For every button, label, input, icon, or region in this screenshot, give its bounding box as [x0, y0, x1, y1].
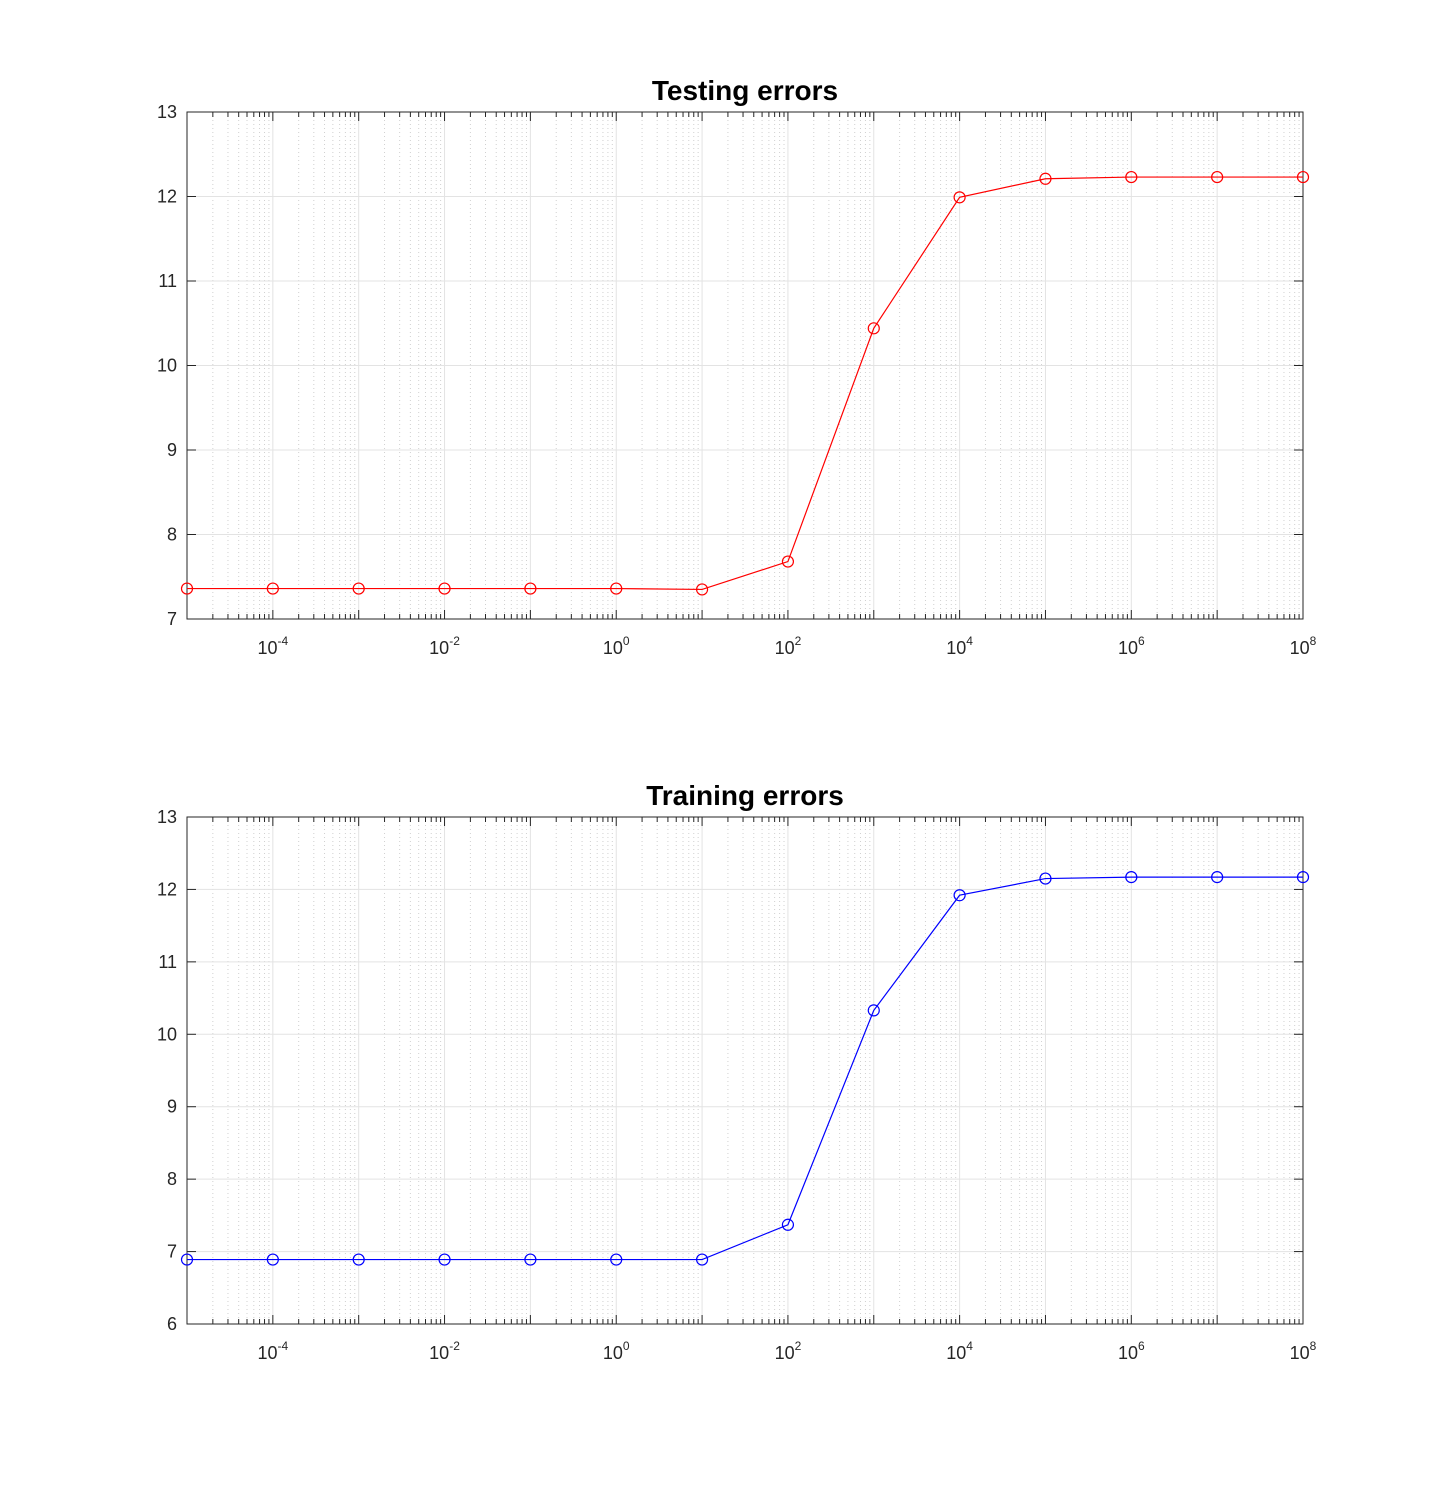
testing-data-point — [867, 322, 880, 335]
testing-data-point — [266, 582, 279, 595]
training-x-tick-label: 104 — [946, 1339, 973, 1363]
testing-data-point — [1211, 170, 1224, 184]
testing-y-tick-label: 12 — [157, 187, 177, 207]
testing-data-point — [352, 582, 365, 595]
training-x-axis: 10-4 10-2 100 102 104 106 108 — [186, 817, 1317, 1363]
testing-data-point — [1296, 170, 1310, 184]
training-data-point — [867, 1004, 880, 1017]
training-data-point — [1296, 871, 1310, 884]
training-y-tick-label: 7 — [167, 1242, 177, 1262]
testing-data-point — [1125, 170, 1138, 184]
testing-axes-box — [186, 111, 1304, 620]
training-data-point — [524, 1253, 537, 1266]
testing-data-point — [1039, 172, 1052, 185]
testing-y-tick-label: 13 — [157, 102, 177, 122]
training-data-point — [610, 1253, 623, 1266]
testing-x-tick-label: 100 — [603, 634, 630, 658]
testing-data-point — [438, 582, 451, 595]
training-y-tick-label: 10 — [157, 1024, 177, 1044]
training-data-point — [266, 1253, 279, 1266]
testing-x-tick-label: 108 — [1290, 634, 1317, 658]
testing-x-tick-label: 10-2 — [429, 634, 460, 658]
testing-x-tick-label: 104 — [946, 634, 973, 658]
training-y-tick-label: 12 — [157, 879, 177, 899]
training-data-point — [953, 889, 966, 902]
training-series — [180, 871, 1310, 1266]
training-data-point — [180, 1253, 194, 1266]
testing-y-tick-label: 8 — [167, 525, 177, 545]
testing-data-point — [610, 582, 623, 595]
training-errors-subplot: 10-4 10-2 100 102 104 106 108 6 7 8 9 10 11 12 13 Train… — [157, 780, 1317, 1363]
training-x-tick-label: 108 — [1290, 1339, 1317, 1363]
training-y-tick-label: 8 — [167, 1169, 177, 1189]
training-x-tick-label: 100 — [603, 1339, 630, 1363]
testing-y-tick-label: 10 — [157, 356, 177, 376]
testing-errors-subplot: 10-4 10-2 100 102 104 106 108 7 8 9 10 11 12 13 Testin… — [157, 75, 1317, 658]
training-plot-area — [187, 817, 1303, 1324]
testing-data-point — [695, 583, 709, 596]
training-minor-grid — [212, 817, 1300, 1324]
training-y-tick-label: 13 — [157, 807, 177, 827]
testing-x-tick-label: 102 — [775, 634, 802, 658]
testing-x-tick-label: 106 — [1118, 634, 1145, 658]
training-data-point — [781, 1218, 795, 1231]
training-series-line — [187, 876, 1303, 1261]
training-x-tick-label: 102 — [775, 1339, 802, 1363]
testing-x-tick-label: 10-4 — [257, 634, 288, 658]
testing-y-tick-label: 11 — [158, 271, 177, 291]
testing-data-point — [180, 582, 194, 595]
training-chart-title: Training errors — [646, 780, 844, 811]
training-data-point — [352, 1253, 365, 1266]
testing-y-tick-label: 9 — [167, 440, 177, 460]
training-data-point — [1125, 871, 1138, 884]
testing-series — [180, 170, 1310, 596]
testing-data-point — [953, 191, 966, 204]
training-data-point — [1039, 872, 1052, 885]
training-x-tick-label: 10-4 — [257, 1339, 288, 1363]
testing-chart-title: Testing errors — [652, 75, 838, 106]
training-data-point — [695, 1253, 709, 1266]
testing-series-line — [187, 176, 1303, 591]
testing-y-tick-label: 7 — [167, 609, 177, 629]
testing-data-point — [781, 555, 795, 568]
training-data-point — [438, 1253, 451, 1266]
training-y-tick-label: 6 — [167, 1314, 177, 1334]
training-axes-box — [186, 816, 1304, 1325]
training-data-point — [1211, 871, 1224, 884]
training-x-tick-label: 10-2 — [429, 1339, 460, 1363]
training-y-tick-label: 9 — [167, 1097, 177, 1117]
testing-data-point — [524, 582, 537, 595]
training-y-tick-label: 11 — [158, 952, 177, 972]
training-x-tick-label: 106 — [1118, 1339, 1145, 1363]
